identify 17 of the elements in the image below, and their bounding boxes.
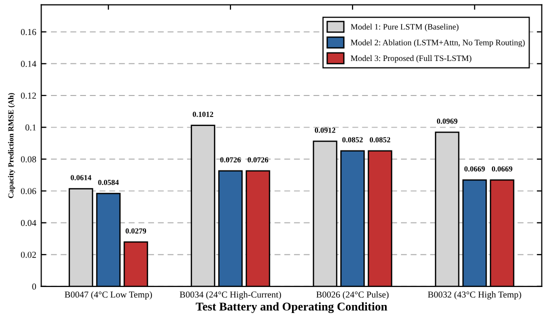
y-tick-label: 0.12 bbox=[20, 92, 36, 99]
y-tick-label: 0.08 bbox=[20, 156, 36, 162]
legend-label: Model 1: Pure LSTM (Baseline) bbox=[350, 24, 458, 32]
x-axis-title: Test Battery and Operating Condition bbox=[196, 302, 388, 314]
y-tick-label: 0.1 bbox=[25, 124, 36, 131]
y-tick-label: 0.06 bbox=[20, 188, 36, 194]
y-tick-label: 0.16 bbox=[20, 28, 36, 36]
x-tick-label: B0034 (24°C High-Current) bbox=[180, 291, 282, 300]
y-tick-label: 0.14 bbox=[20, 60, 36, 67]
x-tick-label: B0047 (4°C Low Temp) bbox=[64, 291, 152, 300]
legend-label: Model 2: Ablation (LSTM+Attn, No Temp Routing) bbox=[350, 39, 525, 48]
y-tick-label: 0.02 bbox=[20, 252, 36, 258]
x-tick-label: B0032 (43°C High Temp) bbox=[428, 291, 522, 300]
y-tick-label: 0.04 bbox=[20, 220, 36, 226]
x-tick-label: B0026 (24°C Pulse) bbox=[316, 291, 389, 300]
legend-label: Model 3: Proposed (Full TS-LSTM) bbox=[350, 55, 472, 63]
y-tick-label: 0 bbox=[32, 284, 36, 290]
